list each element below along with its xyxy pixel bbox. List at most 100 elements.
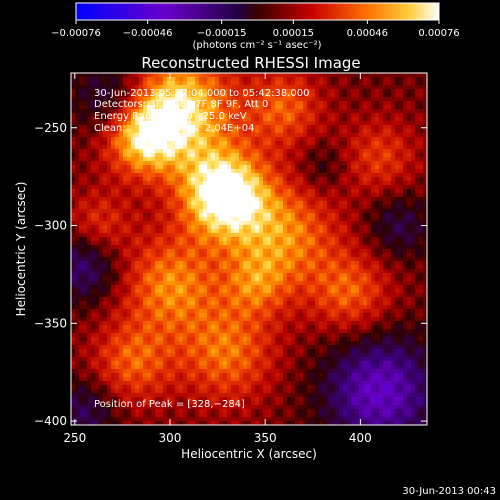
heatmap-cell — [155, 285, 159, 289]
heatmap-cell — [255, 169, 259, 173]
heatmap-cell — [419, 217, 423, 221]
heatmap-cell — [211, 253, 215, 257]
heatmap-cell — [75, 81, 79, 85]
heatmap-cell — [271, 109, 275, 113]
heatmap-cell — [423, 261, 427, 265]
heatmap-cell — [219, 281, 223, 285]
heatmap-cell — [99, 169, 103, 173]
heatmap-cell — [387, 113, 391, 117]
heatmap-cell — [87, 281, 91, 285]
heatmap-cell — [367, 169, 371, 173]
heatmap-cell — [407, 261, 411, 265]
heatmap-cell — [243, 157, 247, 161]
heatmap-cell — [115, 137, 119, 141]
heatmap-cell — [331, 217, 335, 221]
heatmap-cell — [191, 229, 195, 233]
heatmap-cell — [203, 189, 207, 193]
heatmap-cell — [399, 273, 403, 277]
heatmap-cell — [403, 97, 407, 101]
heatmap-cell — [211, 77, 215, 81]
heatmap-cell — [279, 149, 283, 153]
heatmap-cell — [119, 233, 123, 237]
heatmap-cell — [155, 225, 159, 229]
heatmap-cell — [171, 133, 175, 137]
heatmap-cell — [239, 189, 243, 193]
heatmap-cell — [339, 161, 343, 165]
heatmap-cell — [283, 269, 287, 273]
heatmap-cell — [271, 181, 275, 185]
heatmap-cell — [315, 73, 319, 77]
heatmap-cell — [411, 237, 415, 241]
heatmap-cell — [151, 141, 155, 145]
heatmap-cell — [399, 101, 403, 105]
heatmap-cell — [115, 289, 119, 293]
heatmap-cell — [183, 137, 187, 141]
heatmap-cell — [175, 209, 179, 213]
heatmap-cell — [355, 213, 359, 217]
heatmap-cell — [287, 229, 291, 233]
heatmap-cell — [215, 153, 219, 157]
heatmap-cell — [255, 197, 259, 201]
heatmap-cell — [351, 85, 355, 89]
heatmap-cell — [255, 105, 259, 109]
heatmap-cell — [367, 177, 371, 181]
heatmap-cell — [87, 117, 91, 121]
heatmap-cell — [187, 245, 191, 249]
heatmap-cell — [135, 157, 139, 161]
heatmap-cell — [327, 145, 331, 149]
heatmap-cell — [331, 149, 335, 153]
heatmap-cell — [207, 233, 211, 237]
heatmap-cell — [303, 257, 307, 261]
heatmap-cell — [83, 77, 87, 81]
heatmap-cell — [275, 93, 279, 97]
heatmap-cell — [215, 253, 219, 257]
heatmap-cell — [163, 161, 167, 165]
heatmap-cell — [415, 165, 419, 169]
heatmap-cell — [339, 153, 343, 157]
heatmap-cell — [259, 181, 263, 185]
heatmap-cell — [315, 101, 319, 105]
heatmap-cell — [187, 117, 191, 121]
heatmap-cell — [267, 181, 271, 185]
heatmap-cell — [271, 273, 275, 277]
heatmap-cell — [387, 77, 391, 81]
heatmap-cell — [323, 113, 327, 117]
heatmap-cell — [151, 157, 155, 161]
heatmap-cell — [87, 157, 91, 161]
heatmap-cell — [87, 257, 91, 261]
heatmap-cell — [255, 257, 259, 261]
heatmap-cell — [223, 81, 227, 85]
heatmap-cell — [303, 145, 307, 149]
heatmap-cell — [327, 293, 331, 297]
heatmap-cell — [371, 133, 375, 137]
heatmap-cell — [179, 145, 183, 149]
heatmap-cell — [203, 197, 207, 201]
heatmap-cell — [227, 105, 231, 109]
heatmap-cell — [303, 273, 307, 277]
heatmap-cell — [239, 273, 243, 277]
heatmap-cell — [399, 217, 403, 221]
heatmap-cell — [191, 249, 195, 253]
heatmap-cell — [291, 201, 295, 205]
heatmap-cell — [291, 97, 295, 101]
heatmap-cell — [367, 173, 371, 177]
heatmap-cell — [107, 213, 111, 217]
heatmap-cell — [95, 189, 99, 193]
heatmap-cell — [287, 77, 291, 81]
heatmap-cell — [87, 137, 91, 141]
heatmap-cell — [115, 165, 119, 169]
heatmap-cell — [199, 221, 203, 225]
heatmap-cell — [219, 101, 223, 105]
heatmap-cell — [219, 245, 223, 249]
heatmap-cell — [351, 97, 355, 101]
heatmap-cell — [131, 257, 135, 261]
heatmap-cell — [419, 241, 423, 245]
heatmap-cell — [155, 189, 159, 193]
heatmap-cell — [315, 81, 319, 85]
heatmap-cell — [287, 257, 291, 261]
heatmap-cell — [303, 249, 307, 253]
heatmap-cell — [83, 141, 87, 145]
heatmap-cell — [351, 277, 355, 281]
heatmap-cell — [391, 265, 395, 269]
heatmap-cell — [303, 141, 307, 145]
